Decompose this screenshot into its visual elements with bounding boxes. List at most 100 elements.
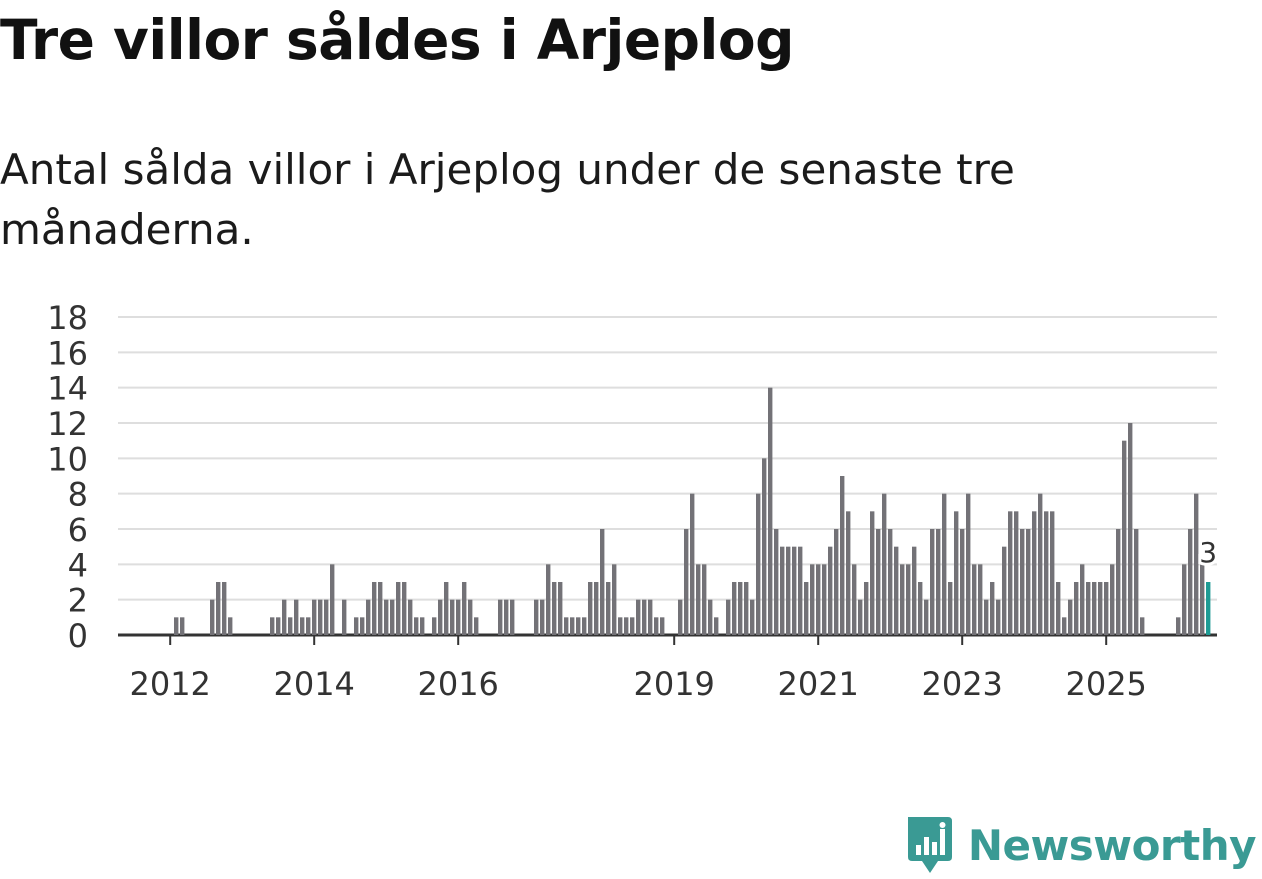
- bar: [216, 582, 221, 635]
- bar: [804, 582, 809, 635]
- bar: [702, 564, 707, 635]
- bar: [300, 617, 305, 635]
- bar: [888, 529, 893, 635]
- bar: [810, 564, 815, 635]
- bar: [1104, 582, 1109, 635]
- bar: [1182, 564, 1187, 635]
- bar: [444, 582, 449, 635]
- bar: [606, 582, 611, 635]
- chart-subtitle: Antal sålda villor i Arjeplog under de s…: [0, 145, 1015, 254]
- bar: [390, 599, 395, 635]
- x-tick-label: 2016: [417, 665, 498, 703]
- bar: [780, 546, 785, 635]
- bar: [540, 599, 545, 635]
- highlight-value-label: 3: [1199, 536, 1217, 569]
- bar: [1122, 440, 1127, 635]
- bar: [912, 546, 917, 635]
- bar: [276, 617, 281, 635]
- bar: [564, 617, 569, 635]
- bar: [468, 599, 473, 635]
- y-tick-label: 10: [47, 440, 88, 478]
- x-tick-label: 2021: [777, 665, 858, 703]
- bar: [354, 617, 359, 635]
- bar: [654, 617, 659, 635]
- bar: [678, 599, 683, 635]
- bar: [594, 582, 599, 635]
- bar: [1038, 493, 1043, 635]
- bar: [882, 493, 887, 635]
- bar: [876, 529, 881, 635]
- bar: [1056, 582, 1061, 635]
- bar: [834, 529, 839, 635]
- bar: [636, 599, 641, 635]
- bar: [690, 493, 695, 635]
- bar: [474, 617, 479, 635]
- bar: [342, 599, 347, 635]
- bar: [408, 599, 413, 635]
- bar: [840, 476, 845, 635]
- bar: [996, 599, 1001, 635]
- bar: [228, 617, 233, 635]
- bar: [510, 599, 515, 635]
- y-tick-label: 0: [68, 617, 88, 655]
- y-tick-label: 16: [47, 334, 88, 372]
- bar: [456, 599, 461, 635]
- y-tick-label: 12: [47, 405, 88, 443]
- bar: [270, 617, 275, 635]
- bar: [1140, 617, 1145, 635]
- bar: [642, 599, 647, 635]
- bar: [816, 564, 821, 635]
- bar: [798, 546, 803, 635]
- x-tick-label: 2019: [633, 665, 714, 703]
- bar: [210, 599, 215, 635]
- bar: [462, 582, 467, 635]
- bar: [768, 387, 773, 635]
- bar: [762, 458, 767, 635]
- bar: [918, 582, 923, 635]
- bar: [612, 564, 617, 635]
- bar: [930, 529, 935, 635]
- bar: [1086, 582, 1091, 635]
- bar: [936, 529, 941, 635]
- bar: [966, 493, 971, 635]
- bar: [954, 511, 959, 635]
- bar: [318, 599, 323, 635]
- bar: [396, 582, 401, 635]
- x-axis-ticks: 2012 2014 2016 2019 2021 2023 2025: [129, 635, 1147, 703]
- bar: [1074, 582, 1079, 635]
- bar: [990, 582, 995, 635]
- bar: [732, 582, 737, 635]
- bar: [288, 617, 293, 635]
- x-tick-label: 2025: [1065, 665, 1146, 703]
- bar: [372, 582, 377, 635]
- bar: [744, 582, 749, 635]
- bar: [1194, 493, 1199, 635]
- bar: [546, 564, 551, 635]
- bar: [330, 564, 335, 635]
- bar: [1014, 511, 1019, 635]
- bar: [558, 582, 563, 635]
- bar: [552, 582, 557, 635]
- annotations: 3: [1196, 533, 1220, 572]
- bar: [984, 599, 989, 635]
- bar: [1008, 511, 1013, 635]
- bar: [750, 599, 755, 635]
- bar: [1068, 599, 1073, 635]
- bar: [312, 599, 317, 635]
- bar: [1176, 617, 1181, 635]
- bar: [942, 493, 947, 635]
- bar: [906, 564, 911, 635]
- bar: [414, 617, 419, 635]
- bar: [1080, 564, 1085, 635]
- bar: [324, 599, 329, 635]
- bar: [900, 564, 905, 635]
- y-tick-label: 4: [68, 546, 88, 584]
- bar: [1062, 617, 1067, 635]
- brand-name: Newsworthy: [967, 820, 1257, 870]
- bar: [846, 511, 851, 635]
- chart-title: Tre villor såldes i Arjeplog: [0, 8, 795, 72]
- bar: [978, 564, 983, 635]
- bar: [828, 546, 833, 635]
- bar: [402, 582, 407, 635]
